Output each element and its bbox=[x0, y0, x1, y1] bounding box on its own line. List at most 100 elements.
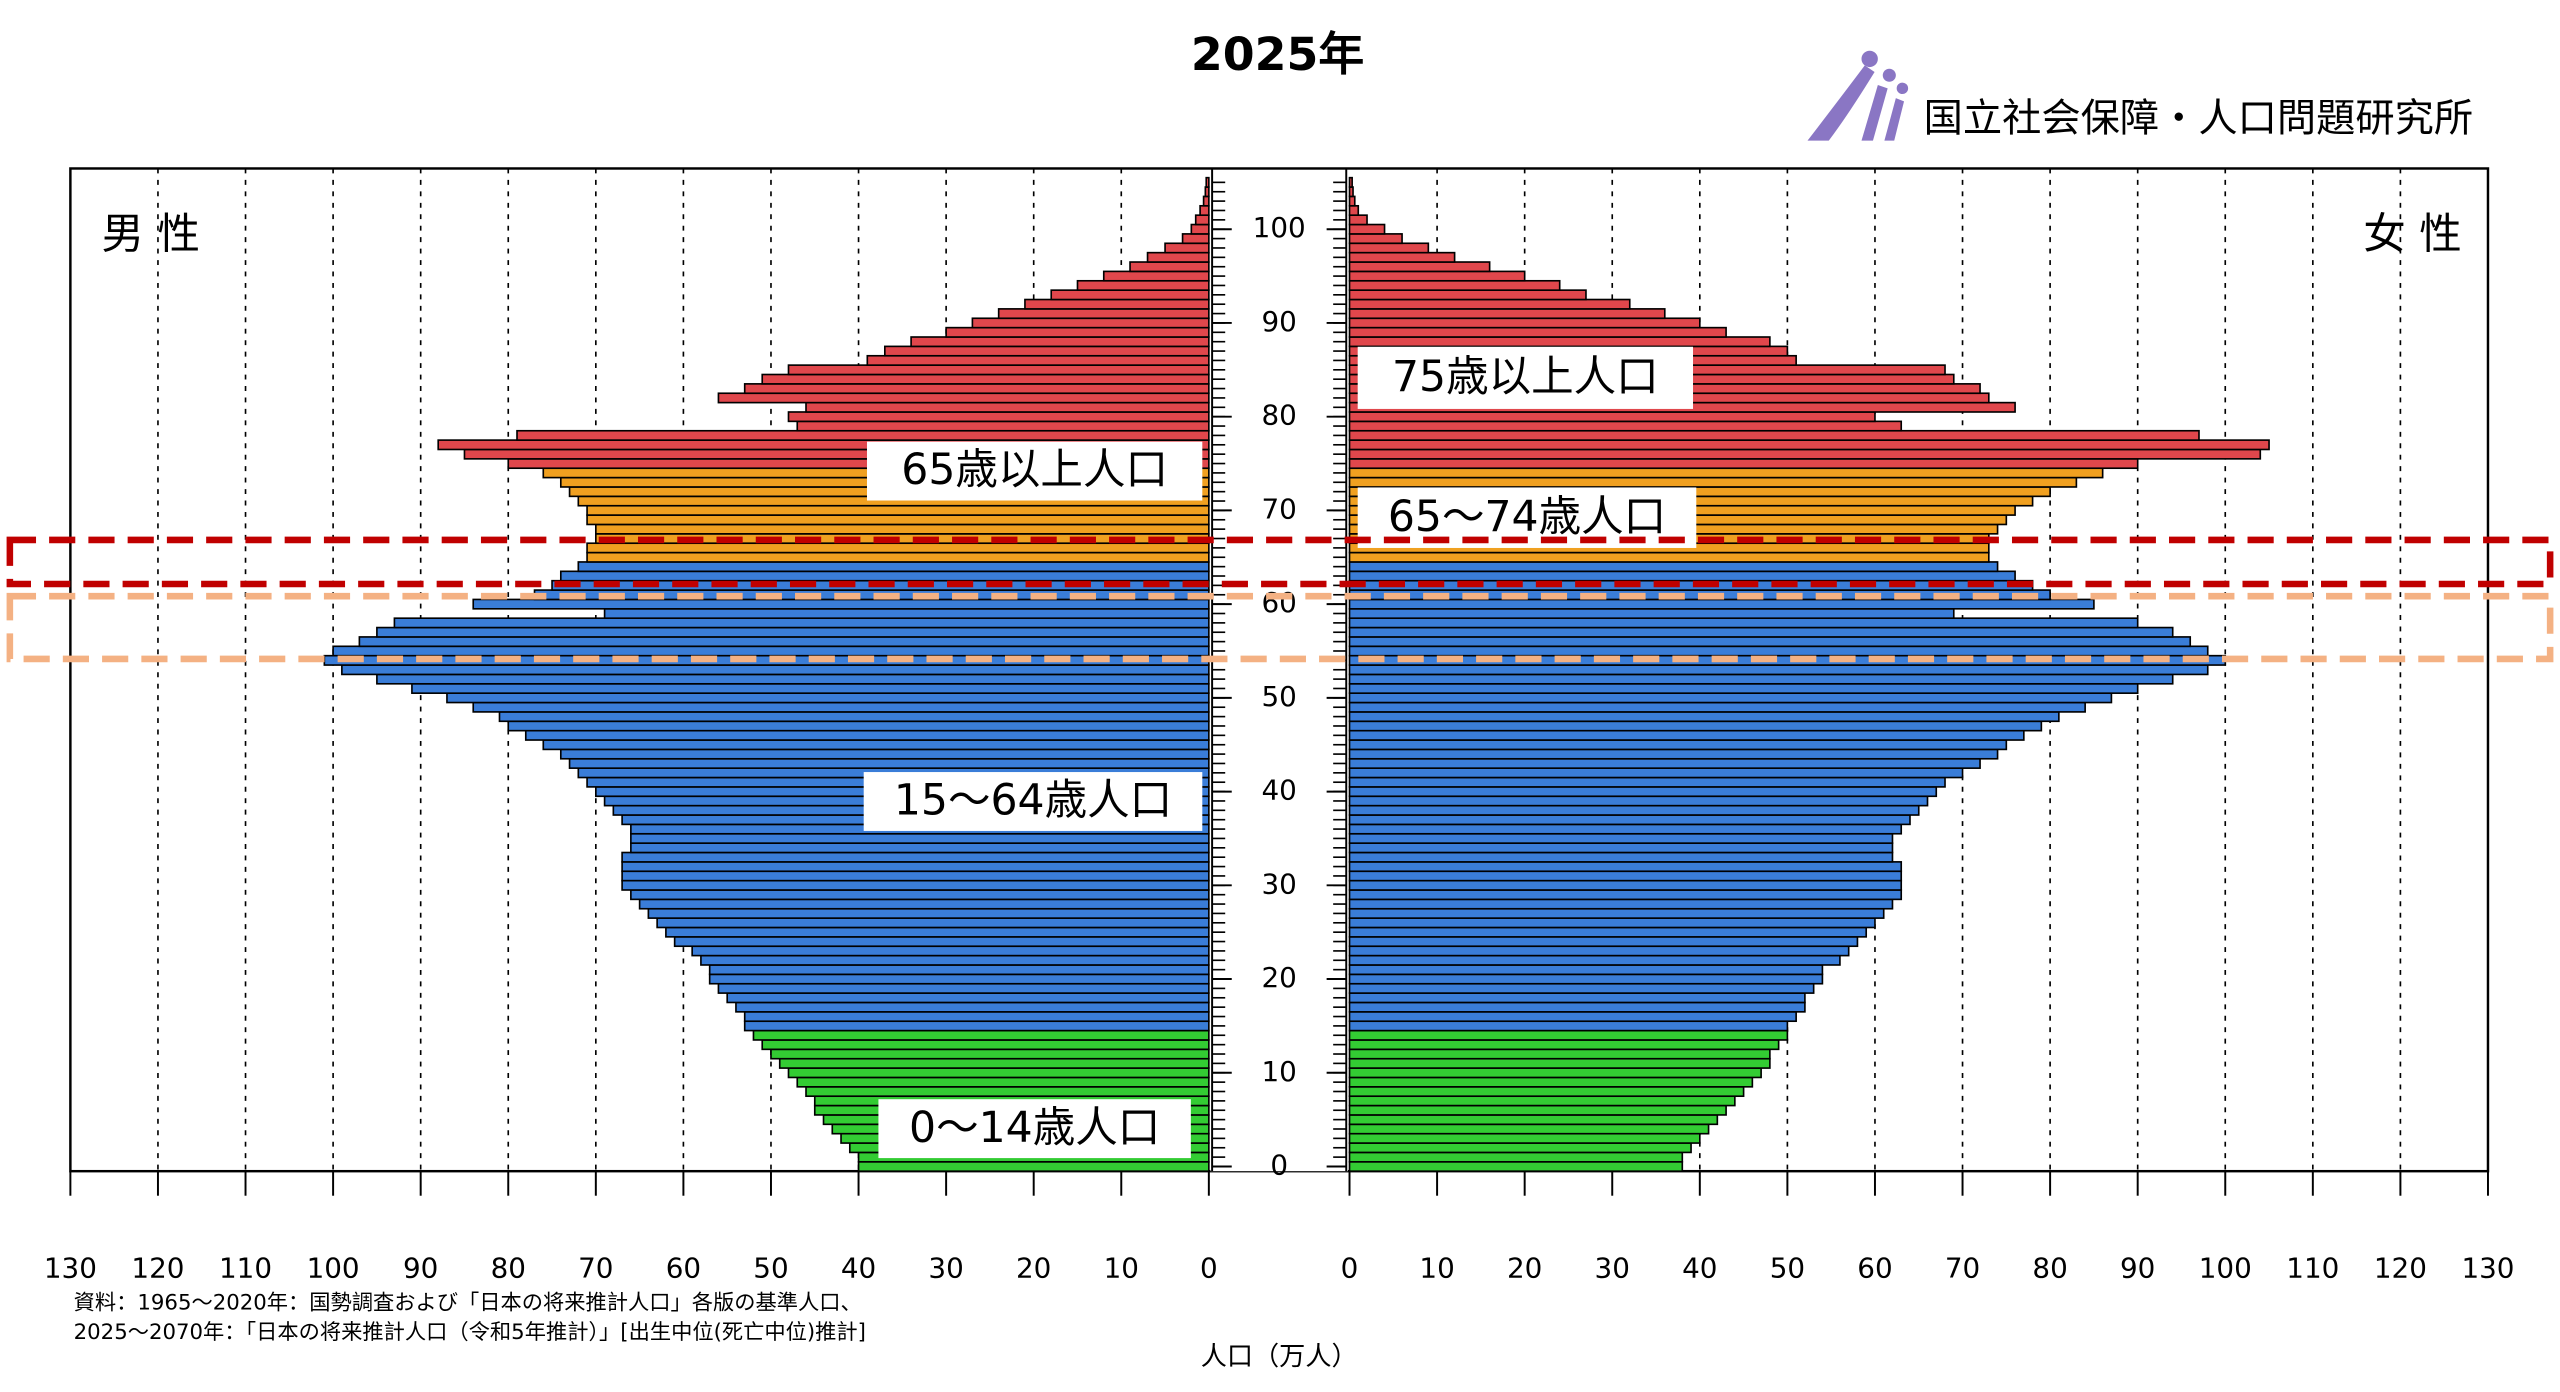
bar bbox=[1348, 682, 2139, 694]
bar bbox=[1194, 214, 1210, 226]
logo-head bbox=[1882, 68, 1896, 82]
bar bbox=[1348, 954, 1841, 966]
bar bbox=[341, 664, 1210, 676]
bar bbox=[630, 889, 1210, 901]
bar bbox=[1076, 279, 1210, 291]
x-tick-label: 0 bbox=[1200, 1251, 1218, 1284]
bar bbox=[1348, 1039, 1780, 1051]
source-note: 資料：1965～2020年：国勢調査および「日本の将来推計人口」各版の基準人口、 bbox=[74, 1291, 862, 1316]
bar bbox=[673, 936, 1210, 948]
bar bbox=[1348, 1011, 1797, 1023]
bar bbox=[743, 1011, 1210, 1023]
bar bbox=[542, 739, 1210, 751]
bar bbox=[516, 429, 1210, 441]
x-tick-label: 20 bbox=[1507, 1251, 1542, 1284]
bar bbox=[743, 383, 1210, 395]
bar bbox=[1348, 1142, 1692, 1154]
bar bbox=[1348, 767, 1964, 779]
bar bbox=[559, 570, 1210, 582]
bar bbox=[411, 682, 1210, 694]
bar bbox=[1348, 926, 1868, 938]
bar bbox=[1348, 795, 1929, 807]
bar bbox=[1348, 607, 1955, 620]
bar bbox=[1348, 879, 1903, 891]
bar bbox=[1348, 195, 1356, 207]
bar bbox=[1024, 298, 1210, 310]
bar bbox=[630, 842, 1210, 854]
bar bbox=[1102, 270, 1210, 282]
bar bbox=[1348, 411, 1876, 423]
bar bbox=[1348, 1095, 1736, 1107]
bar bbox=[1348, 326, 1727, 338]
bar bbox=[1348, 992, 1806, 1004]
bar bbox=[700, 954, 1210, 966]
chart-title: 2025年 bbox=[1191, 27, 1364, 81]
bar bbox=[1348, 1114, 1719, 1126]
bar bbox=[1348, 664, 2209, 676]
bar bbox=[743, 1020, 1210, 1032]
y-tick-label: 40 bbox=[1261, 774, 1296, 807]
bar bbox=[1348, 636, 2192, 648]
x-tick-label: 130 bbox=[2461, 1251, 2514, 1284]
bar bbox=[787, 364, 1210, 376]
bar bbox=[805, 1086, 1210, 1098]
x-tick-label: 10 bbox=[1419, 1251, 1454, 1284]
annotation: 0～14歳人口 bbox=[909, 1104, 1160, 1153]
bar bbox=[1348, 476, 2078, 488]
bar bbox=[1348, 842, 1894, 854]
bar bbox=[1348, 1151, 1684, 1163]
right-label: 女 性 bbox=[2363, 211, 2462, 260]
bar bbox=[1348, 467, 2104, 479]
bar bbox=[1348, 1123, 1710, 1135]
plot-frame bbox=[69, 167, 2490, 1173]
x-tick-label: 60 bbox=[1857, 1251, 1892, 1284]
bar bbox=[735, 1001, 1210, 1013]
bar bbox=[1348, 711, 2060, 723]
annotation: 65歳以上人口 bbox=[901, 446, 1168, 495]
bar bbox=[1348, 561, 1999, 573]
bar bbox=[1050, 289, 1210, 301]
annotation: 75歳以上人口 bbox=[1392, 353, 1659, 402]
y-tick-label: 60 bbox=[1261, 586, 1296, 619]
bar bbox=[1348, 645, 2209, 657]
bar bbox=[1348, 439, 2270, 451]
bar bbox=[1348, 1048, 1771, 1060]
annotation-box bbox=[863, 772, 1203, 831]
bar bbox=[446, 692, 1210, 704]
y-tick-label: 30 bbox=[1261, 867, 1296, 900]
y-tick-label: 0 bbox=[1270, 1148, 1288, 1181]
bar bbox=[805, 401, 1210, 413]
x-tick-label: 40 bbox=[1682, 1251, 1717, 1284]
bar bbox=[498, 711, 1210, 723]
bar bbox=[595, 523, 1210, 535]
logo-figure bbox=[1861, 85, 1888, 141]
bar bbox=[691, 945, 1210, 957]
bar bbox=[1348, 832, 1894, 844]
bar bbox=[717, 392, 1210, 404]
bar bbox=[472, 598, 1210, 610]
x-tick-label: 110 bbox=[2286, 1251, 2339, 1284]
bar bbox=[1348, 861, 1903, 873]
bar bbox=[1348, 973, 1824, 985]
x-tick-label: 20 bbox=[1016, 1251, 1051, 1284]
bar bbox=[1348, 1160, 1684, 1172]
bar bbox=[1348, 186, 1354, 198]
bar bbox=[621, 851, 1210, 863]
bar bbox=[1348, 598, 2095, 610]
bar bbox=[717, 982, 1210, 994]
x-tick-label: 30 bbox=[1595, 1251, 1630, 1284]
y-tick-label: 80 bbox=[1261, 399, 1296, 432]
annotation-box bbox=[866, 441, 1203, 501]
bar bbox=[796, 1076, 1210, 1088]
bar bbox=[1348, 242, 1430, 254]
bar bbox=[1348, 1086, 1745, 1098]
y-tick-label: 10 bbox=[1261, 1055, 1296, 1088]
logo-text: 国立社会保障・人口問題研究所 bbox=[1924, 97, 2474, 142]
annotation-box bbox=[1357, 346, 1694, 409]
bar bbox=[971, 317, 1210, 329]
bar bbox=[332, 645, 1210, 657]
x-tick-label: 100 bbox=[2199, 1251, 2252, 1284]
logo-figure bbox=[1884, 98, 1905, 141]
bar bbox=[1348, 748, 1999, 760]
